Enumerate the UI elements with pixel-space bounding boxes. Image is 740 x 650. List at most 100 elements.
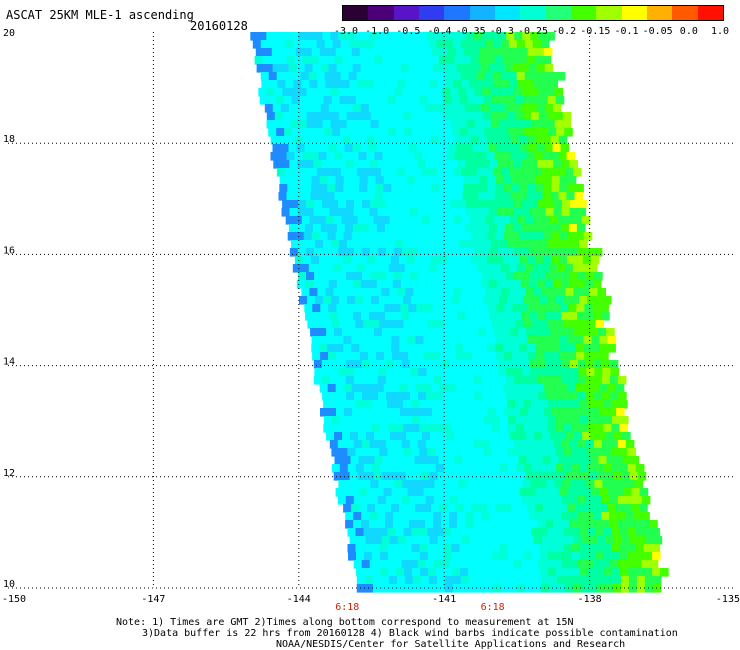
swath-cell (628, 584, 638, 593)
swath-cell (502, 152, 512, 161)
swath-cell (527, 344, 536, 353)
swath-cell (621, 472, 631, 481)
swath-cell (369, 560, 379, 569)
swath-cell (414, 328, 423, 337)
swath-cell (307, 240, 316, 249)
swath-cell (317, 216, 327, 225)
swath-cell (376, 224, 386, 233)
swath-cell (349, 536, 359, 545)
swath-cell (383, 384, 393, 393)
swath-cell (446, 456, 456, 465)
swath-cell (542, 136, 552, 145)
swath-cell (464, 224, 474, 233)
swath-cell (649, 520, 658, 529)
swath-cell (415, 336, 425, 345)
swath-cell (381, 216, 391, 225)
swath-cell (479, 48, 489, 57)
swath-cell (326, 136, 336, 145)
swath-cell (387, 416, 397, 425)
swath-cell (502, 56, 512, 65)
swath-cell (322, 120, 332, 129)
swath-cell (323, 96, 333, 105)
swath-cell (425, 312, 434, 321)
swath-cell (438, 56, 448, 65)
swath-cell (412, 584, 422, 593)
scale-swatch (672, 6, 698, 20)
swath-cell (431, 176, 441, 185)
swath-cell (515, 424, 524, 433)
swath-cell (548, 584, 558, 593)
swath-cell (302, 192, 312, 201)
swath-cell (354, 120, 364, 129)
swath-cell (488, 224, 498, 233)
swath-cell (611, 464, 621, 473)
swath-cell (456, 224, 466, 233)
swath-cell (357, 288, 366, 297)
swath-cell (431, 232, 441, 241)
swath-cell (515, 544, 525, 553)
swath-cell (545, 312, 554, 321)
swath-cell (422, 432, 431, 441)
swath-cell (376, 104, 386, 113)
swath-cell (343, 176, 353, 185)
swath-cell (569, 208, 579, 217)
swath-cell (433, 160, 442, 169)
swath-cell (628, 552, 637, 561)
swath-cell (549, 472, 559, 481)
swath-cell (379, 448, 388, 457)
swath-cell (282, 120, 292, 129)
swath-cell (492, 264, 502, 273)
swath-cell (420, 576, 430, 585)
swath-cell (579, 416, 589, 425)
swath-cell (619, 400, 628, 409)
swath-cell (463, 232, 473, 241)
swath-cell (609, 520, 618, 529)
swath-cell (452, 584, 462, 593)
swath-cell (356, 568, 365, 577)
swath-cell (495, 232, 505, 241)
swath-cell (603, 296, 612, 305)
swath-cell (300, 128, 309, 137)
swath-cell (409, 520, 418, 529)
swath-cell (381, 80, 390, 89)
swath-cell (356, 40, 366, 49)
swath-cell (359, 232, 369, 241)
swath-cell (335, 488, 345, 497)
swath-cell (455, 336, 465, 345)
swath-cell (465, 512, 474, 521)
swath-cell (396, 584, 406, 593)
swath-cell (307, 320, 316, 329)
swath-cell (379, 96, 389, 105)
swath-cell (355, 416, 365, 425)
swath-cell (556, 128, 565, 137)
swath-cell (523, 424, 532, 433)
swath-cell (481, 360, 491, 369)
swath-cell (514, 112, 524, 121)
swath-cell (500, 576, 510, 585)
swath-cell (412, 168, 422, 177)
swath-cell (393, 520, 402, 529)
swath-cell (277, 80, 286, 89)
swath-cell (293, 216, 303, 225)
swath-cell (475, 400, 484, 409)
swath-cell (378, 392, 387, 401)
swath-cell (387, 448, 396, 457)
swath-cell (381, 472, 391, 481)
swath-cell (336, 104, 346, 113)
swath-cell (419, 96, 429, 105)
swath-cell (382, 136, 392, 145)
swath-cell (592, 304, 601, 313)
swath-cell (353, 248, 363, 257)
swath-cell (490, 120, 500, 129)
swath-cell (407, 504, 416, 513)
swath-cell (561, 512, 570, 521)
swath-cell (634, 480, 643, 489)
swath-cell (579, 400, 588, 409)
swath-cell (443, 464, 453, 473)
swath-cell (545, 376, 555, 385)
swath-cell (539, 528, 549, 537)
swath-cell (420, 128, 429, 137)
swath-cell (611, 544, 621, 553)
swath-cell (423, 232, 433, 241)
swath-cell (483, 448, 492, 457)
